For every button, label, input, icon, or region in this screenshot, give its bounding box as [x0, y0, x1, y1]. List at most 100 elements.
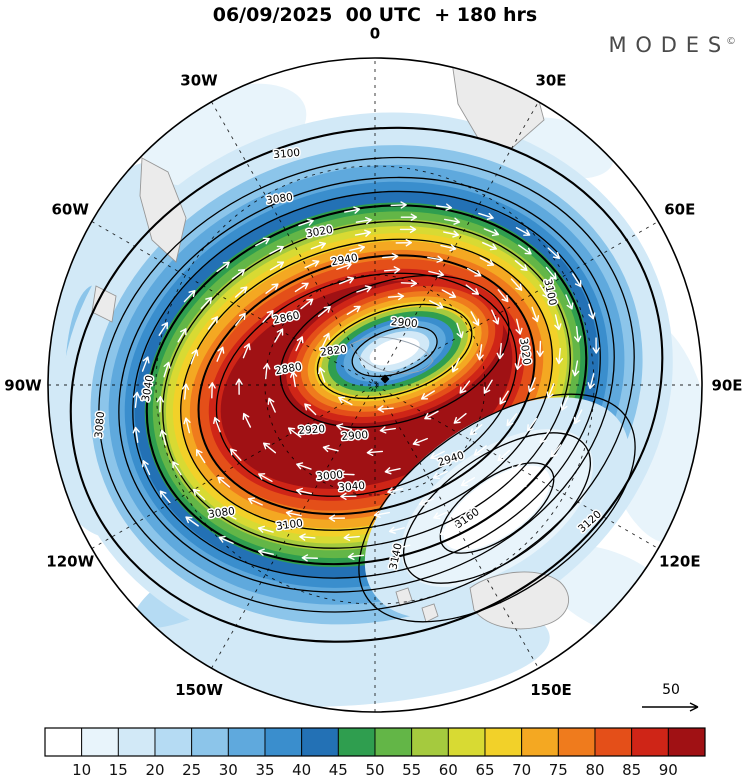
height-contour: [316, 303, 473, 400]
height-contour: [69, 126, 664, 643]
wind-arrow: [132, 391, 141, 408]
wind-arrow: [274, 328, 284, 343]
wind-arrow: [298, 218, 314, 227]
wind-arrow: [388, 526, 405, 534]
colorbar-cell: [154, 727, 193, 757]
wind-arrow: [158, 322, 169, 337]
wind-arrow: [247, 497, 263, 506]
colorbar-cell: [264, 727, 303, 757]
height-contour: [118, 176, 615, 593]
wind-arrow: [459, 380, 471, 394]
colorbar-cell: [44, 727, 83, 757]
colorbar: [44, 727, 706, 757]
colorbar-tick-label: 10: [72, 761, 91, 779]
wind-arrow: [340, 492, 357, 501]
wind-arrow: [482, 241, 498, 251]
wind-arrow: [526, 417, 538, 432]
wind-arrow: [555, 347, 564, 365]
wind-arrow: [400, 279, 418, 287]
azimuth-label: 0: [370, 24, 380, 42]
wind-arrow: [355, 216, 372, 225]
wind-arrow: [379, 426, 396, 434]
wind-arrow: [163, 361, 171, 378]
wind-arrow: [200, 296, 213, 310]
wind-arrow: [159, 429, 167, 446]
wind-arrow: [234, 286, 248, 298]
wind-arrow: [321, 332, 330, 348]
colorbar-tick-label: 80: [585, 761, 604, 779]
wind-arrow: [439, 527, 456, 536]
wind-arrow: [257, 548, 274, 556]
wind-arrow: [195, 449, 206, 464]
colorbar-tick-label: 40: [292, 761, 311, 779]
wind-arrow: [141, 356, 150, 372]
wind-arrow: [588, 303, 596, 320]
wind-arrow: [217, 476, 231, 488]
wind-arrow: [242, 412, 252, 428]
wind-arrow: [466, 267, 482, 277]
wind-arrow: [301, 554, 319, 562]
height-contour: [180, 238, 554, 531]
wind-arrow: [255, 237, 270, 247]
wind-arrow: [216, 261, 230, 272]
wind-arrow: [482, 504, 497, 515]
figure-title: 06/09/2025 00 UTC + 180 hrs: [212, 4, 538, 26]
wind-arrow: [519, 476, 533, 488]
colorbar-tick-label: 45: [329, 761, 348, 779]
landmass: [91, 285, 117, 323]
wind-arrow: [390, 201, 407, 209]
wind-arrow: [141, 460, 151, 476]
azimuth-label: 60W: [51, 200, 89, 218]
wind-arrow: [382, 252, 399, 261]
wind-arrow: [221, 510, 237, 520]
colorbar-tick-label: 60: [439, 761, 458, 779]
landmass: [421, 603, 439, 623]
wind-arrow: [429, 300, 444, 309]
wind-arrow: [432, 470, 448, 480]
wind-arrow: [424, 410, 439, 420]
colorbar-cell: [191, 727, 229, 757]
wind-arrow: [527, 377, 536, 393]
wind-arrow: [338, 396, 353, 406]
wind-arrow: [231, 268, 246, 280]
height-contour: [197, 254, 536, 516]
colorbar-tick-label: 35: [255, 761, 274, 779]
wind-arrow: [546, 383, 555, 399]
meridian-line: [91, 221, 659, 549]
colorbar-cell: [301, 727, 339, 757]
wind-arrow: [483, 379, 493, 394]
wind-arrow: [496, 342, 504, 360]
reference-arrow-icon: [642, 702, 699, 712]
wind-arrow: [592, 337, 600, 354]
wind-arrow: [418, 498, 435, 506]
wind-arrow: [560, 395, 569, 411]
wind-arrow: [322, 444, 339, 453]
wind-arrow: [299, 533, 316, 541]
wind-arrow: [427, 255, 444, 263]
wind-arrow: [242, 343, 251, 359]
wind-arrow: [387, 292, 405, 301]
colorbar-frame: [44, 727, 706, 757]
landmass: [395, 587, 413, 607]
height-contour: [279, 274, 510, 429]
contour-label: 3080: [266, 191, 294, 207]
wind-arrow: [265, 283, 279, 294]
height-contour: [132, 190, 601, 579]
wind-arrow: [318, 367, 326, 383]
wind-arrow: [269, 261, 285, 271]
wind-arrow: [295, 487, 312, 496]
wind-arrow: [539, 284, 549, 299]
wind-arrow: [172, 461, 182, 476]
colorbar-tick-label: 15: [109, 761, 128, 779]
azimuth-label: 30W: [180, 71, 218, 89]
azimuth-label: 90E: [711, 376, 742, 394]
wind-arrow: [453, 412, 467, 424]
wind-arrows: [132, 201, 600, 562]
wind-arrow: [443, 217, 461, 225]
contour-label: 2900: [390, 316, 418, 330]
wind-arrow: [229, 448, 242, 461]
wind-arrow: [287, 427, 302, 438]
wind-shade-band: [369, 337, 420, 366]
wind-arrow: [159, 490, 171, 504]
wind-arrow: [483, 228, 500, 237]
